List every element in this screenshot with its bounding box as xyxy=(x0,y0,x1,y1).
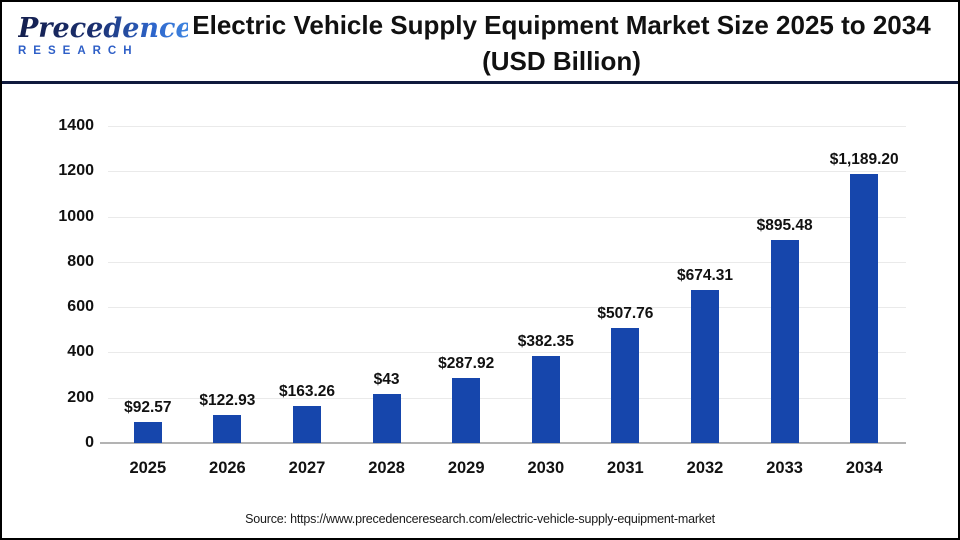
x-axis-label-2025: 2025 xyxy=(129,459,167,477)
x-axis-label-2028: 2028 xyxy=(368,459,405,477)
x-axis-label-2034: 2034 xyxy=(845,459,883,477)
bar-2031 xyxy=(611,328,640,443)
bar-2029 xyxy=(452,377,481,443)
bar-value-label-2030: $382.35 xyxy=(517,333,574,351)
bar-2026 xyxy=(213,415,242,443)
x-axis-label-2029: 2029 xyxy=(447,459,485,477)
y-axis-tick-label-1000: 1000 xyxy=(58,207,94,225)
y-axis-tick-label-200: 200 xyxy=(67,388,94,406)
bar-2027 xyxy=(293,406,321,443)
x-axis-label-2032: 2032 xyxy=(686,459,724,477)
source-note: Source: https://www.precedenceresearch.c… xyxy=(245,512,715,526)
gridline-1400 xyxy=(108,126,906,127)
y-axis-tick-label-800: 800 xyxy=(67,252,94,270)
bar-value-label-2028: $43 xyxy=(373,370,400,388)
gridline-400 xyxy=(108,352,906,354)
y-axis-tick-label-0: 0 xyxy=(85,434,94,451)
gridline-200 xyxy=(108,397,906,399)
plot-area: $92.57 $122.93 $163.26 $43 $287.92 $382.35 $50… xyxy=(100,126,906,444)
bar-value-label-2029: $287.92 xyxy=(438,354,495,372)
bar-2028 xyxy=(372,393,401,443)
header-divider xyxy=(2,81,958,84)
chart-title-line1: Electric Vehicle Supply Equipment Market… xyxy=(192,10,931,40)
chart-title-line2: (USD Billion) xyxy=(482,46,641,76)
bar-value-label-2034: $1,189.20 xyxy=(829,150,899,168)
logo-wordmark: Precedence xyxy=(18,13,193,44)
y-axis-tick-label-1200: 1200 xyxy=(58,162,94,180)
logo-subtitle: RESEARCH xyxy=(18,45,139,57)
bar-2025 xyxy=(133,422,162,443)
gridline-1200 xyxy=(108,171,906,173)
y-axis-tick-label-1400: 1400 xyxy=(58,117,94,134)
bar-2034 xyxy=(850,173,879,443)
y-axis-tick-label-600: 600 xyxy=(67,298,94,316)
bar-value-label-2033: $895.48 xyxy=(756,217,813,235)
x-axis-label-2030: 2030 xyxy=(527,459,565,477)
x-axis-label-2033: 2033 xyxy=(766,459,803,477)
bar-2032 xyxy=(691,290,719,443)
precedence-research-logo: Precedence RESEARCH xyxy=(18,13,193,58)
x-axis-label-2027: 2027 xyxy=(288,459,326,477)
bar-value-label-2027: $163.26 xyxy=(278,383,336,401)
gridline-800 xyxy=(108,261,906,263)
bar-2030 xyxy=(531,356,560,443)
gridline-600 xyxy=(108,307,906,309)
bar-value-label-2031: $507.76 xyxy=(597,305,654,323)
y-axis-tick-label-400: 400 xyxy=(67,343,94,361)
bar-value-label-2026: $122.93 xyxy=(199,392,256,410)
bar-value-label-2032: $674.31 xyxy=(676,267,734,285)
bar-chart: $92.57 $122.93 $163.26 $43 $287.92 $382.35 $50… xyxy=(2,83,958,493)
x-axis-baseline xyxy=(100,442,906,444)
gridline-1000 xyxy=(108,216,906,218)
x-axis-label-2031: 2031 xyxy=(607,459,644,477)
bar-value-label-2025: $92.57 xyxy=(124,399,172,417)
chart-title: Electric Vehicle Supply Equipment Market… xyxy=(177,7,946,79)
x-axis-label-2026: 2026 xyxy=(209,459,246,477)
bar-2033 xyxy=(770,240,799,443)
